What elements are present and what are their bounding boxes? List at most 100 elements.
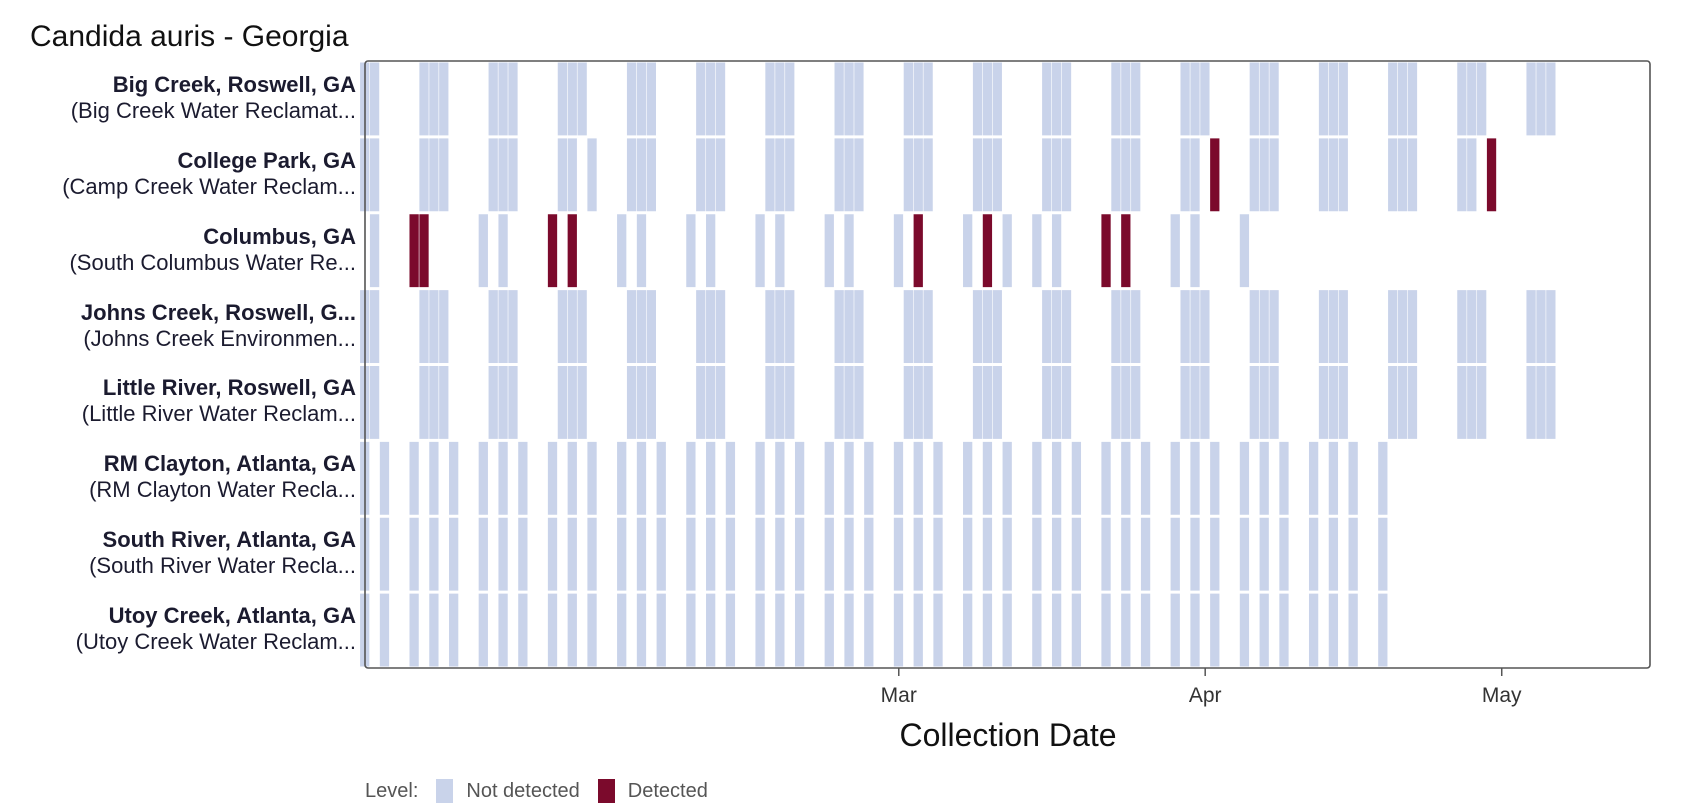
cell-not-detected[interactable] xyxy=(518,517,528,591)
cell-not-detected[interactable] xyxy=(1190,593,1200,667)
cell-not-detected[interactable] xyxy=(706,62,716,136)
cell-not-detected[interactable] xyxy=(567,366,577,439)
cell-not-detected[interactable] xyxy=(785,138,795,212)
cell-not-detected[interactable] xyxy=(913,593,923,667)
cell-not-detected[interactable] xyxy=(419,366,429,439)
cell-not-detected[interactable] xyxy=(617,593,627,667)
cell-not-detected[interactable] xyxy=(379,517,390,591)
cell-not-detected[interactable] xyxy=(557,138,568,212)
cell-not-detected[interactable] xyxy=(379,441,390,515)
cell-not-detected[interactable] xyxy=(933,517,943,591)
cell-not-detected[interactable] xyxy=(636,138,647,212)
cell-not-detected[interactable] xyxy=(409,517,419,591)
cell-not-detected[interactable] xyxy=(488,62,498,136)
cell-not-detected[interactable] xyxy=(1121,517,1131,591)
cell-not-detected[interactable] xyxy=(1121,138,1131,212)
cell-not-detected[interactable] xyxy=(379,593,390,667)
cell-not-detected[interactable] xyxy=(498,517,508,591)
cell-not-detected[interactable] xyxy=(844,366,854,439)
cell-not-detected[interactable] xyxy=(1210,517,1220,591)
cell-not-detected[interactable] xyxy=(518,593,528,667)
cell-not-detected[interactable] xyxy=(1032,441,1042,515)
cell-not-detected[interactable] xyxy=(933,441,943,515)
cell-not-detected[interactable] xyxy=(1388,290,1398,364)
cell-not-detected[interactable] xyxy=(1180,290,1190,364)
cell-not-detected[interactable] xyxy=(409,593,419,667)
cell-detected[interactable] xyxy=(567,214,577,288)
cell-not-detected[interactable] xyxy=(1111,366,1121,439)
cell-not-detected[interactable] xyxy=(854,62,864,136)
cell-not-detected[interactable] xyxy=(1328,593,1339,667)
cell-not-detected[interactable] xyxy=(1101,517,1111,591)
cell-not-detected[interactable] xyxy=(765,366,775,439)
cell-detected[interactable] xyxy=(913,214,923,288)
cell-not-detected[interactable] xyxy=(498,138,508,212)
cell-detected[interactable] xyxy=(1121,214,1131,288)
cell-not-detected[interactable] xyxy=(834,62,844,136)
cell-not-detected[interactable] xyxy=(1378,441,1388,515)
cell-not-detected[interactable] xyxy=(1328,517,1339,591)
cell-not-detected[interactable] xyxy=(1308,441,1319,515)
cell-not-detected[interactable] xyxy=(1071,517,1082,591)
cell-not-detected[interactable] xyxy=(785,290,795,364)
cell-not-detected[interactable] xyxy=(1051,517,1062,591)
cell-not-detected[interactable] xyxy=(557,290,568,364)
cell-not-detected[interactable] xyxy=(794,441,805,515)
cell-not-detected[interactable] xyxy=(1397,138,1408,212)
cell-not-detected[interactable] xyxy=(567,290,577,364)
cell-not-detected[interactable] xyxy=(1407,366,1418,439)
cell-not-detected[interactable] xyxy=(429,517,439,591)
cell-not-detected[interactable] xyxy=(1042,138,1052,212)
cell-not-detected[interactable] xyxy=(1061,138,1072,212)
cell-not-detected[interactable] xyxy=(785,62,795,136)
cell-not-detected[interactable] xyxy=(696,290,706,364)
cell-not-detected[interactable] xyxy=(1200,366,1210,439)
cell-not-detected[interactable] xyxy=(824,441,834,515)
cell-not-detected[interactable] xyxy=(498,366,508,439)
cell-not-detected[interactable] xyxy=(1338,62,1348,136)
cell-not-detected[interactable] xyxy=(1051,138,1062,212)
cell-not-detected[interactable] xyxy=(844,138,854,212)
cell-not-detected[interactable] xyxy=(1002,441,1012,515)
cell-not-detected[interactable] xyxy=(903,366,913,439)
cell-not-detected[interactable] xyxy=(1131,62,1141,136)
cell-not-detected[interactable] xyxy=(715,290,726,364)
cell-not-detected[interactable] xyxy=(1051,593,1062,667)
cell-not-detected[interactable] xyxy=(587,441,597,515)
cell-not-detected[interactable] xyxy=(854,138,864,212)
cell-not-detected[interactable] xyxy=(903,138,913,212)
cell-not-detected[interactable] xyxy=(982,366,993,439)
cell-not-detected[interactable] xyxy=(1467,290,1477,364)
cell-not-detected[interactable] xyxy=(864,593,874,667)
cell-not-detected[interactable] xyxy=(1279,517,1289,591)
cell-not-detected[interactable] xyxy=(1526,62,1536,136)
cell-not-detected[interactable] xyxy=(715,138,726,212)
cell-not-detected[interactable] xyxy=(656,593,666,667)
cell-not-detected[interactable] xyxy=(1348,593,1358,667)
cell-not-detected[interactable] xyxy=(775,441,785,515)
cell-not-detected[interactable] xyxy=(1140,517,1151,591)
cell-not-detected[interactable] xyxy=(775,517,785,591)
cell-not-detected[interactable] xyxy=(1279,441,1289,515)
cell-not-detected[interactable] xyxy=(1338,366,1348,439)
cell-not-detected[interactable] xyxy=(429,366,439,439)
cell-not-detected[interactable] xyxy=(1279,593,1289,667)
cell-not-detected[interactable] xyxy=(1002,517,1012,591)
cell-not-detected[interactable] xyxy=(686,593,696,667)
cell-not-detected[interactable] xyxy=(1061,366,1072,439)
cell-not-detected[interactable] xyxy=(844,593,854,667)
cell-not-detected[interactable] xyxy=(1407,62,1418,136)
cell-not-detected[interactable] xyxy=(1239,214,1250,288)
cell-not-detected[interactable] xyxy=(1051,62,1062,136)
cell-not-detected[interactable] xyxy=(1051,290,1062,364)
cell-not-detected[interactable] xyxy=(1101,593,1111,667)
cell-not-detected[interactable] xyxy=(1546,290,1556,364)
cell-not-detected[interactable] xyxy=(992,290,1002,364)
cell-not-detected[interactable] xyxy=(1318,290,1329,364)
cell-not-detected[interactable] xyxy=(439,366,449,439)
cell-not-detected[interactable] xyxy=(646,366,656,439)
cell-not-detected[interactable] xyxy=(498,441,508,515)
cell-not-detected[interactable] xyxy=(1051,441,1062,515)
cell-not-detected[interactable] xyxy=(1061,62,1072,136)
legend-swatch-detected[interactable] xyxy=(597,779,615,803)
